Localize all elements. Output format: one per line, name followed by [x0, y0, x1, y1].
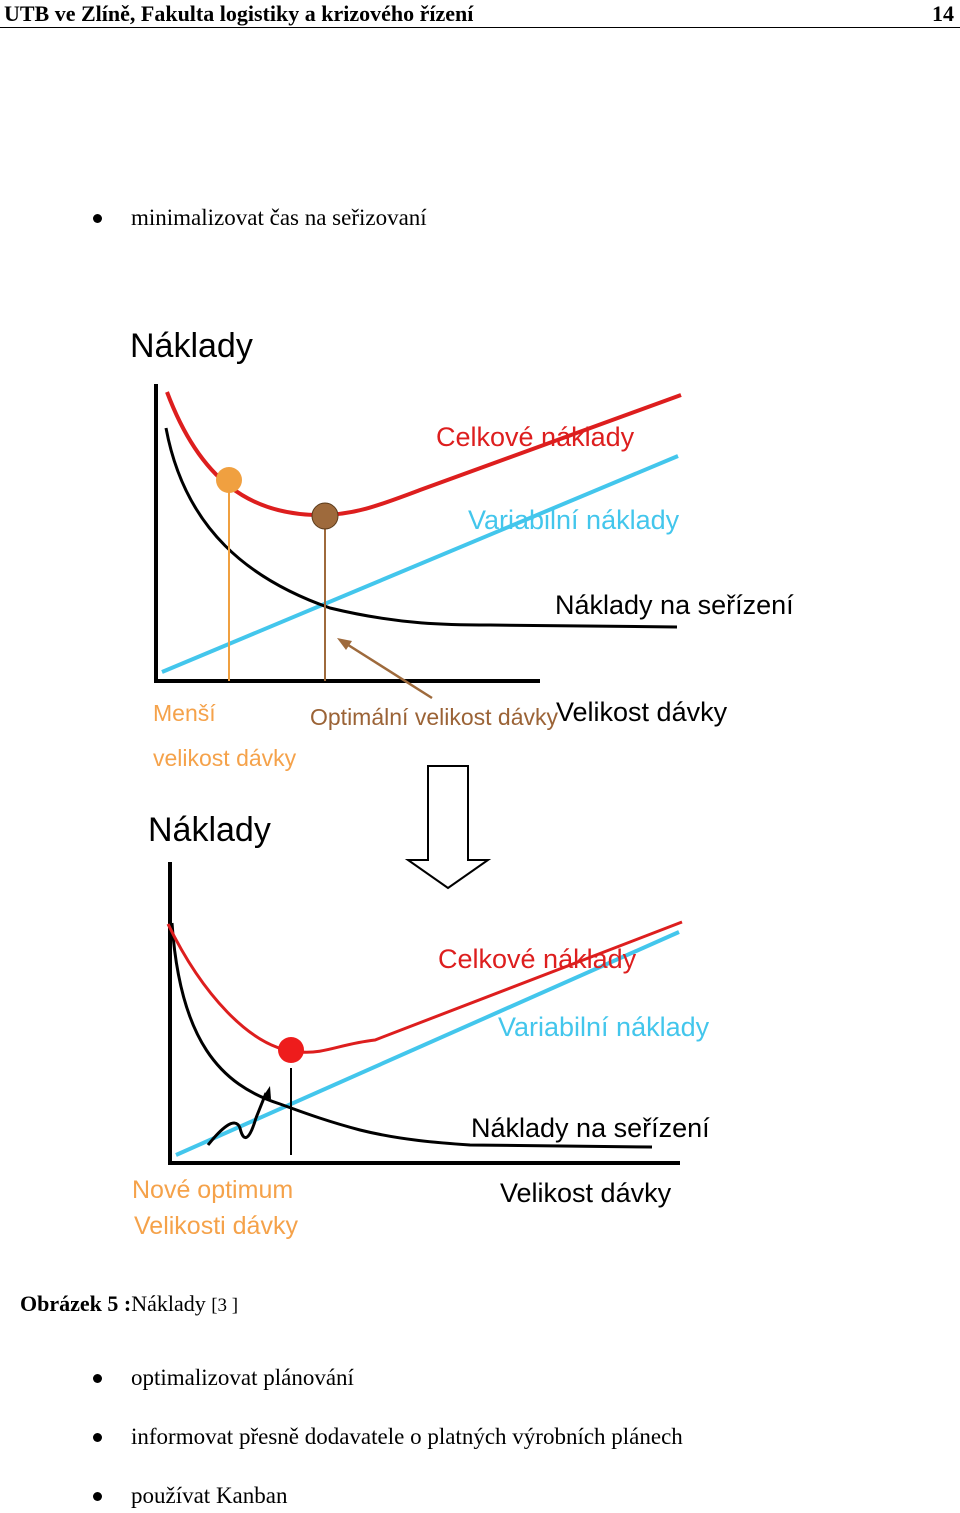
bottom-variable-costs-line	[175, 930, 680, 1157]
bottom-setup-costs-label: Náklady na seřízení	[471, 1113, 710, 1143]
cost-figure: Náklady Celkové náklady Variabilní nákla…	[130, 327, 794, 1240]
bottom-setup-costs-curve	[170, 922, 653, 1149]
optimal-batch-point	[311, 502, 339, 530]
caption-text: Náklady	[131, 1291, 206, 1316]
bullet-dot-icon	[93, 214, 102, 223]
bullet-text: minimalizovat čas na seřizovaní	[131, 205, 427, 230]
optimal-batch-label: Optimální velikost dávky	[310, 704, 558, 730]
down-arrow-icon	[404, 765, 492, 890]
new-optimum-label-line1: Nové optimum	[132, 1176, 293, 1204]
header-title: UTB ve Zlíně, Fakulta logistiky a krizov…	[4, 1, 474, 26]
page-number: 14	[932, 1, 954, 26]
top-variable-costs-line	[161, 454, 679, 674]
bullet-text: informovat přesně dodavatele o platných …	[131, 1424, 683, 1449]
bullet-dot-icon	[93, 1492, 102, 1501]
smaller-batch-point	[216, 467, 242, 493]
top-setup-costs-label: Náklady na seřízení	[555, 590, 794, 620]
bottom-axes	[168, 862, 680, 1165]
bottom-y-axis-label: Náklady	[148, 811, 271, 849]
bullet-item: optimalizovat plánování	[93, 1365, 354, 1391]
smaller-batch-label-line1: Menší	[153, 700, 216, 726]
bullet-dot-icon	[93, 1374, 102, 1383]
bottom-variable-costs-label: Variabilní náklady	[498, 1012, 710, 1042]
caption-reference: [3 ]	[211, 1295, 239, 1316]
page-header: UTB ve Zlíně, Fakulta logistiky a krizov…	[0, 0, 960, 28]
caption-label: Obrázek 5 :	[20, 1291, 132, 1316]
optimal-arrow-line	[344, 641, 433, 700]
new-optimum-label-line2: Velikosti dávky	[134, 1212, 298, 1240]
top-total-costs-curve	[165, 391, 682, 518]
top-total-costs-label: Celkové náklady	[436, 422, 635, 452]
top-x-axis-label: Velikost dávky	[556, 697, 728, 727]
shift-squiggle-line	[206, 1092, 268, 1146]
bottom-total-costs-label: Celkové náklady	[438, 944, 637, 974]
bottom-x-axis-label: Velikost dávky	[500, 1178, 672, 1208]
bullet-dot-icon	[93, 1433, 102, 1442]
top-axes	[154, 384, 540, 683]
new-optimum-point	[278, 1037, 304, 1063]
top-y-axis-label: Náklady	[130, 327, 253, 365]
smaller-batch-label-line2: velikost dávky	[153, 745, 297, 771]
top-variable-costs-label: Variabilní náklady	[468, 505, 680, 535]
squiggle-arrow-head-icon	[262, 1086, 271, 1099]
bullet-text: používat Kanban	[131, 1483, 288, 1508]
bullet-item: informovat přesně dodavatele o platných …	[93, 1424, 683, 1450]
bullet-text: optimalizovat plánování	[131, 1365, 354, 1390]
bullet-item: minimalizovat čas na seřizovaní	[93, 205, 427, 231]
top-setup-costs-curve	[164, 427, 678, 629]
arrow-head-icon	[337, 638, 352, 650]
bullet-item: používat Kanban	[93, 1483, 288, 1509]
figure-caption: Obrázek 5 :Náklady [3 ]	[20, 1291, 238, 1317]
